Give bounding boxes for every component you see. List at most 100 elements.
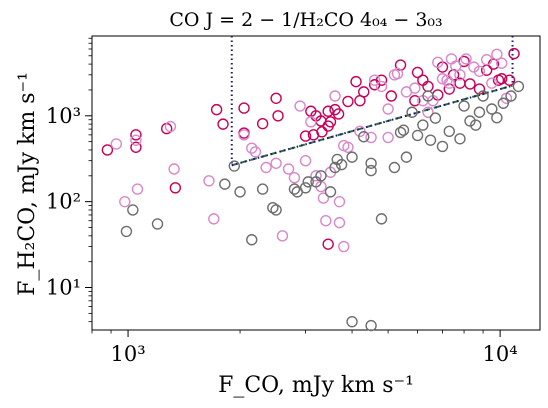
data-point [270, 204, 282, 216]
data-point [460, 53, 472, 65]
data-point [217, 118, 229, 130]
data-point [491, 112, 503, 124]
data-point [131, 183, 144, 195]
data-point [210, 103, 223, 116]
data-point [491, 48, 503, 61]
data-point [335, 158, 348, 171]
y-tick-label: 10³ [46, 104, 81, 128]
data-point [317, 192, 330, 204]
data-point [429, 112, 442, 124]
data-point [424, 134, 437, 146]
data-point [354, 94, 366, 107]
data-point [338, 240, 350, 253]
data-point [270, 92, 282, 104]
data-point [238, 102, 250, 114]
data-point [443, 77, 455, 89]
data-point [382, 103, 394, 115]
data-point [324, 116, 337, 128]
data-point [375, 80, 388, 93]
plot-area-frame [91, 35, 541, 331]
data-point [234, 186, 246, 198]
data-point [294, 100, 306, 112]
data-point [338, 139, 350, 152]
data-point [422, 90, 434, 102]
data-point [120, 225, 133, 238]
data-point [322, 238, 334, 250]
data-point [397, 124, 410, 136]
data-point [203, 175, 215, 187]
data-point [342, 95, 354, 108]
data-point [365, 319, 377, 332]
data-point [130, 141, 142, 153]
data-point [477, 90, 489, 102]
data-point [346, 151, 358, 163]
data-point [464, 78, 476, 90]
data-point [417, 119, 429, 131]
data-point [324, 186, 337, 198]
data-point [473, 65, 486, 77]
data-point [388, 161, 401, 174]
data-point [505, 90, 517, 102]
data-point [333, 216, 346, 229]
data-point [422, 80, 434, 93]
data-point [382, 131, 394, 144]
data-point [464, 115, 476, 127]
data-point [101, 144, 114, 156]
data-point [168, 163, 180, 175]
data-point [497, 97, 510, 109]
data-point [249, 146, 262, 158]
data-point [496, 73, 508, 85]
data-point [130, 134, 142, 146]
data-point [375, 213, 388, 225]
data-point [385, 90, 398, 102]
data-point [346, 315, 358, 328]
y-axis-label: F_H₂CO, mJy km s⁻¹ [15, 72, 40, 296]
reference-line-1 [231, 84, 513, 167]
data-point [411, 129, 424, 142]
data-point [436, 140, 449, 153]
x-tick-label: 10⁴ [483, 342, 518, 366]
data-point [305, 116, 317, 128]
data-point [470, 119, 482, 131]
data-point [299, 130, 312, 142]
data-point [288, 172, 301, 184]
data-point [270, 157, 282, 169]
data-point [368, 79, 381, 91]
data-point [365, 164, 377, 177]
data-point [409, 94, 421, 107]
reference-lines [230, 36, 514, 167]
data-point [260, 161, 272, 174]
data-point [320, 215, 332, 227]
data-point [486, 77, 498, 89]
data-point [391, 67, 404, 80]
data-point [315, 170, 327, 182]
data-point [454, 133, 466, 145]
data-point [256, 183, 269, 195]
data-point [299, 182, 312, 194]
data-point [496, 57, 508, 69]
data-point [164, 120, 177, 133]
data-point [329, 161, 341, 174]
data-point [368, 74, 381, 86]
data-point [512, 80, 525, 93]
data-point [443, 125, 455, 137]
data-point [276, 230, 289, 242]
data-point [127, 204, 139, 216]
data-point [322, 105, 334, 117]
data-point [480, 54, 493, 66]
data-point [208, 213, 220, 225]
data-point [458, 100, 470, 112]
data-point [441, 74, 453, 86]
data-point [332, 108, 345, 120]
data-point [409, 82, 421, 94]
data-point [119, 195, 131, 208]
data-point [267, 202, 279, 214]
data-point [432, 56, 444, 68]
data-point [316, 126, 328, 138]
data-point [473, 106, 486, 118]
data-point [365, 131, 377, 144]
data-points [101, 47, 525, 332]
data-point [473, 83, 486, 95]
y-tick-label: 10² [46, 190, 81, 214]
